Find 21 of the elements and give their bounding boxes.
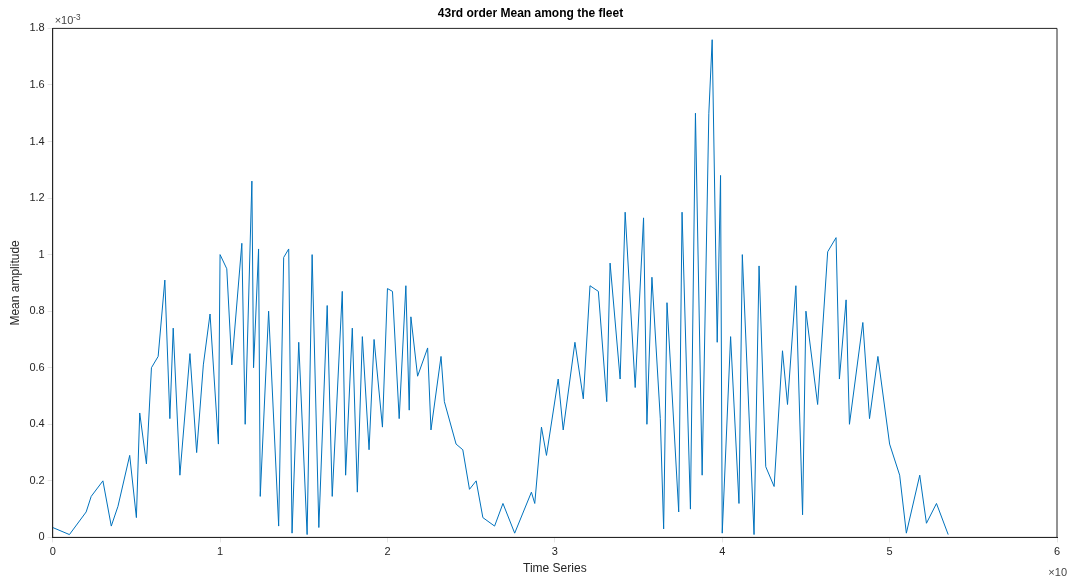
x-tick-label: 6 xyxy=(1053,545,1061,558)
x-tick-label: 2 xyxy=(384,545,391,558)
x-tick-label: 0 xyxy=(49,545,56,558)
y-tick-label: 1.4 xyxy=(29,134,45,147)
y-tick-label: 0 xyxy=(38,530,45,543)
y-tick-label: 1.6 xyxy=(29,77,45,90)
y-tick-label: 0.2 xyxy=(29,473,45,486)
x-tick-label: 4 xyxy=(719,545,726,558)
y-tick-label: 1.2 xyxy=(29,191,45,204)
text: ×10 xyxy=(1048,566,1068,578)
x-axis-title: Time Series xyxy=(523,561,587,576)
y-tick-label: 1.8 xyxy=(29,21,45,34)
x-tick-label: 1 xyxy=(217,545,224,558)
y-axis-title: Mean amplitude xyxy=(7,239,22,326)
x-tick-label: 3 xyxy=(551,545,558,558)
x-tick-label: 5 xyxy=(886,545,893,558)
y-tick-label: 0.6 xyxy=(29,360,45,373)
y-tick-label: 1 xyxy=(38,247,45,260)
y-tick-label: 0.8 xyxy=(29,304,45,317)
chart-title: 43rd order Mean among the fleet xyxy=(437,5,624,20)
y-tick-label: 0.4 xyxy=(29,417,45,430)
